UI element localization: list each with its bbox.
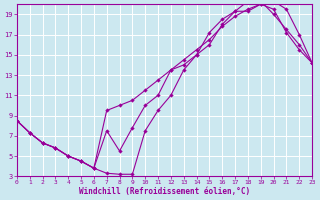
X-axis label: Windchill (Refroidissement éolien,°C): Windchill (Refroidissement éolien,°C) — [79, 187, 250, 196]
